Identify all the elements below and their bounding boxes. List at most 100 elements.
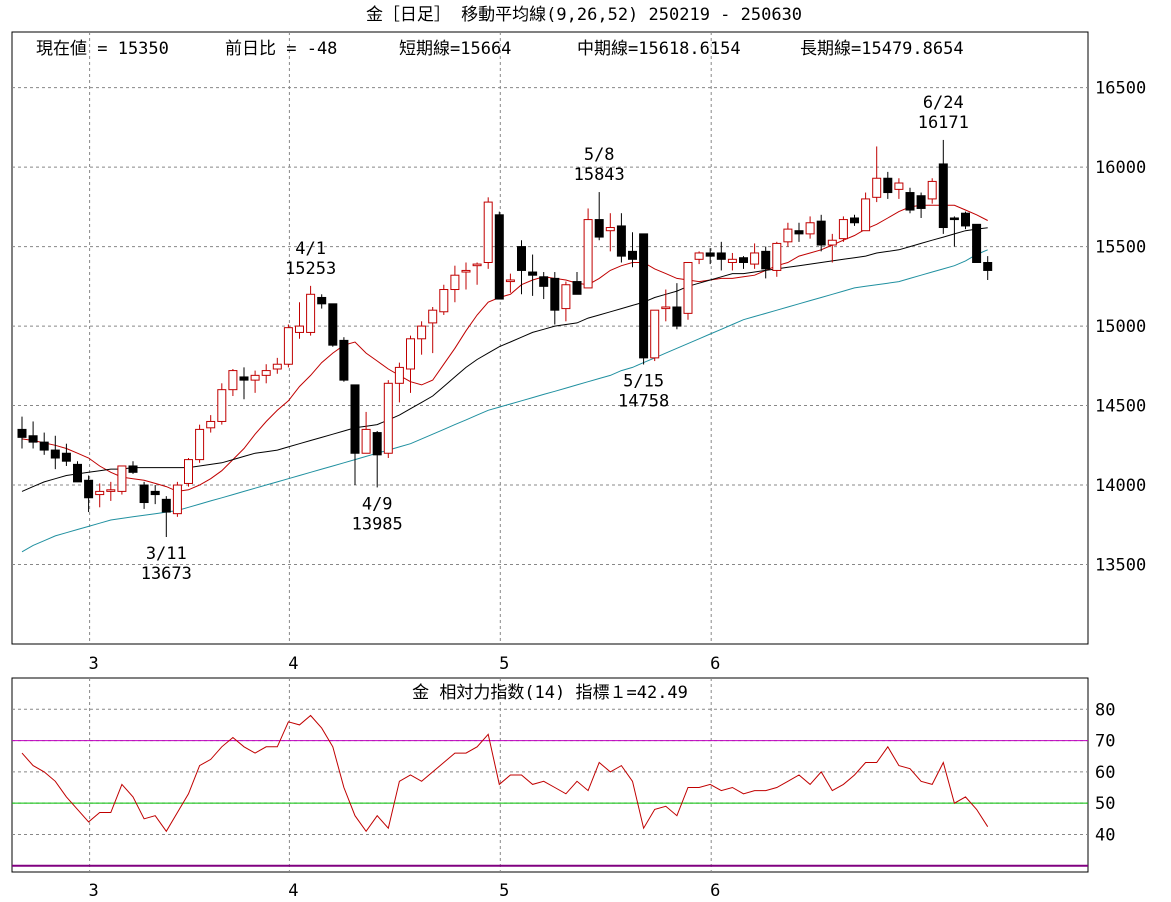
candle-down bbox=[639, 233, 649, 359]
annotation-date: 4/1 bbox=[295, 239, 326, 259]
main-y-tick-label: 15500 bbox=[1095, 238, 1146, 258]
candle-down bbox=[339, 339, 349, 381]
candle-down bbox=[61, 452, 71, 462]
main-y-tick-label: 16500 bbox=[1095, 79, 1146, 99]
main-chart-title: 金［日足］ 移動平均線(9,26,52) 250219 - 250630 bbox=[366, 5, 802, 25]
candle-down bbox=[949, 217, 959, 221]
annotation-value: 15253 bbox=[285, 259, 336, 279]
candle-up bbox=[772, 242, 782, 271]
annotation-date: 6/24 bbox=[923, 93, 964, 113]
main-x-tick-label: 6 bbox=[710, 654, 720, 674]
candle-up bbox=[661, 306, 671, 310]
ma-line-000000 bbox=[21, 227, 988, 492]
candle-up bbox=[206, 420, 216, 429]
candle-down bbox=[239, 376, 249, 381]
main-y-tick-label: 13500 bbox=[1095, 556, 1146, 576]
candle-up bbox=[650, 309, 660, 359]
candle-up bbox=[428, 309, 438, 324]
candle-down bbox=[84, 479, 94, 499]
main-y-tick-label: 14000 bbox=[1095, 476, 1146, 496]
candle-up bbox=[295, 325, 304, 333]
main-x-tick-label: 4 bbox=[288, 654, 298, 674]
candle-down bbox=[317, 296, 327, 305]
candle-down bbox=[517, 246, 526, 271]
candle-down bbox=[50, 449, 60, 459]
candle-down bbox=[816, 220, 826, 246]
candle-up bbox=[894, 182, 904, 190]
candle-up bbox=[217, 389, 227, 422]
candle-up bbox=[450, 274, 460, 291]
candle-up bbox=[261, 370, 271, 376]
candle-down bbox=[39, 441, 49, 451]
candle-up bbox=[250, 374, 260, 381]
candle-up bbox=[406, 338, 415, 370]
candle-up bbox=[361, 428, 371, 454]
candle-down bbox=[961, 212, 970, 227]
annotation-value: 16171 bbox=[918, 113, 969, 133]
candle-up bbox=[750, 252, 760, 265]
rsi-lines bbox=[21, 714, 989, 833]
axis-labels: 13500 14000 14500 15000 15500 16000 16500 3 3 4 4 5… bbox=[88, 79, 1146, 901]
candle-up bbox=[417, 325, 427, 340]
candle-up bbox=[439, 289, 449, 313]
candle-down bbox=[628, 250, 637, 260]
annotation-value: 13673 bbox=[141, 564, 192, 584]
ma-line-c00000 bbox=[21, 204, 988, 492]
candle-up bbox=[117, 465, 127, 492]
candle-down bbox=[73, 463, 82, 483]
candle-up bbox=[805, 222, 815, 235]
candle-down bbox=[28, 435, 38, 443]
candle-up bbox=[472, 263, 482, 267]
candlesticks bbox=[17, 139, 993, 538]
candle-down bbox=[794, 230, 804, 235]
candle-down bbox=[328, 303, 338, 346]
main-x-tick-label: 5 bbox=[499, 654, 509, 674]
short-ma-value: 短期線=15664 bbox=[399, 39, 511, 59]
candle-up bbox=[583, 219, 593, 289]
change-value: 前日比 = -48 bbox=[225, 39, 337, 59]
candle-down bbox=[883, 177, 893, 194]
candle-up bbox=[383, 382, 393, 454]
rsi-x-tick-label: 5 bbox=[499, 881, 509, 901]
rsi-x-tick-label: 4 bbox=[288, 881, 298, 901]
candle-down bbox=[494, 214, 504, 300]
candle-down bbox=[550, 277, 560, 311]
candle-down bbox=[739, 257, 748, 263]
rsi-chart-title: 金 相対力指数(14) 指標１=42.49 bbox=[412, 683, 688, 703]
candle-up bbox=[95, 490, 105, 496]
rsi-y-tick-label: 60 bbox=[1095, 763, 1115, 783]
annotation-value: 15843 bbox=[574, 165, 625, 185]
candle-down bbox=[150, 490, 160, 496]
rsi-grid bbox=[12, 678, 1088, 872]
main-x-tick-label: 3 bbox=[88, 654, 98, 674]
rsi-y-tick-label: 80 bbox=[1095, 700, 1115, 720]
candle-up bbox=[694, 252, 704, 260]
candle-up bbox=[228, 370, 238, 391]
candle-down bbox=[161, 498, 171, 513]
main-y-tick-label: 15000 bbox=[1095, 317, 1146, 337]
rsi-x-tick-label: 3 bbox=[88, 881, 98, 901]
candle-up bbox=[683, 261, 693, 314]
candle-down bbox=[139, 484, 149, 504]
candle-up bbox=[184, 459, 193, 484]
rsi-line bbox=[21, 714, 989, 833]
candle-up bbox=[727, 258, 737, 263]
candle-up bbox=[561, 284, 571, 310]
candle-up bbox=[605, 227, 615, 232]
candle-up bbox=[872, 177, 882, 198]
candle-down bbox=[528, 271, 538, 276]
candle-up bbox=[505, 279, 515, 283]
candle-up bbox=[272, 363, 282, 370]
rsi-x-tick-label: 6 bbox=[710, 881, 720, 901]
candle-down bbox=[938, 163, 948, 229]
annotation-date: 5/15 bbox=[623, 372, 664, 392]
main-y-tick-label: 14500 bbox=[1095, 397, 1146, 417]
current-value: 現在値 = 15350 bbox=[36, 39, 169, 59]
rsi-y-tick-label: 70 bbox=[1095, 732, 1115, 752]
candle-down bbox=[350, 384, 360, 454]
candle-down bbox=[905, 192, 915, 211]
candle-down bbox=[972, 223, 982, 263]
annotation-date: 5/8 bbox=[584, 145, 615, 165]
candle-up bbox=[838, 219, 848, 240]
